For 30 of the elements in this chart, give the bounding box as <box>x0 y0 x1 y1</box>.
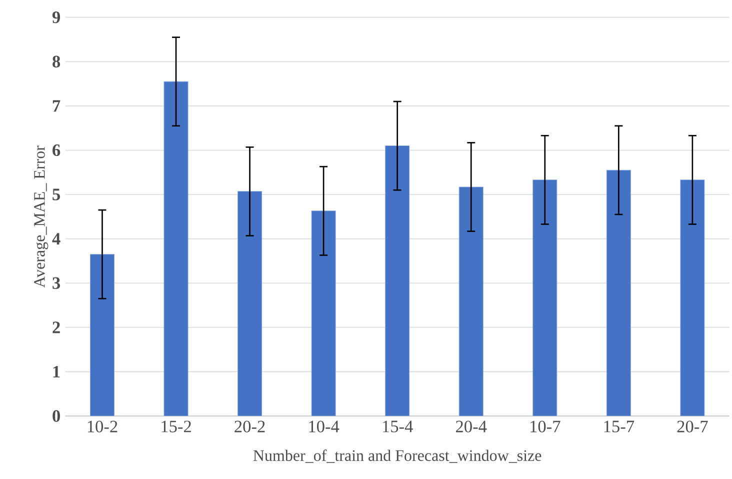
x-tick-label: 10-2 <box>88 420 118 433</box>
bar <box>606 170 631 416</box>
y-tick-label: 1 <box>53 366 60 378</box>
x-tick-label: 15-4 <box>382 420 413 432</box>
x-tick-label: 20-4 <box>456 420 487 433</box>
x-tick-label: 20-2 <box>234 420 265 433</box>
y-tick-label: 4 <box>52 233 60 245</box>
x-tick-label: 15-2 <box>162 420 191 433</box>
y-tick-label: 3 <box>52 277 60 290</box>
y-tick-label: 6 <box>52 144 60 156</box>
bar <box>238 191 262 416</box>
y-tick-label: 5 <box>52 188 60 200</box>
y-tick-label: 2 <box>52 322 60 334</box>
bar <box>458 186 484 416</box>
bar <box>680 180 705 416</box>
y-tick-label: 0 <box>52 410 60 422</box>
x-axis-title: Number_of_train and Forecast_window_size <box>253 450 542 464</box>
x-tick-label: 15-7 <box>604 420 634 432</box>
bar <box>311 210 336 416</box>
y-tick-label: 7 <box>52 100 60 112</box>
bar <box>164 81 188 416</box>
bar <box>90 254 114 416</box>
x-tick-label: 20-7 <box>677 420 708 433</box>
y-tick-label: 9 <box>52 12 60 24</box>
x-tick-label: 10-7 <box>530 420 560 433</box>
y-axis-title: Average_MAE_ Error <box>34 146 48 288</box>
x-tick-label: 10-4 <box>309 420 340 433</box>
bar <box>385 146 410 416</box>
y-tick-label: 8 <box>52 56 60 68</box>
bar <box>532 180 558 416</box>
